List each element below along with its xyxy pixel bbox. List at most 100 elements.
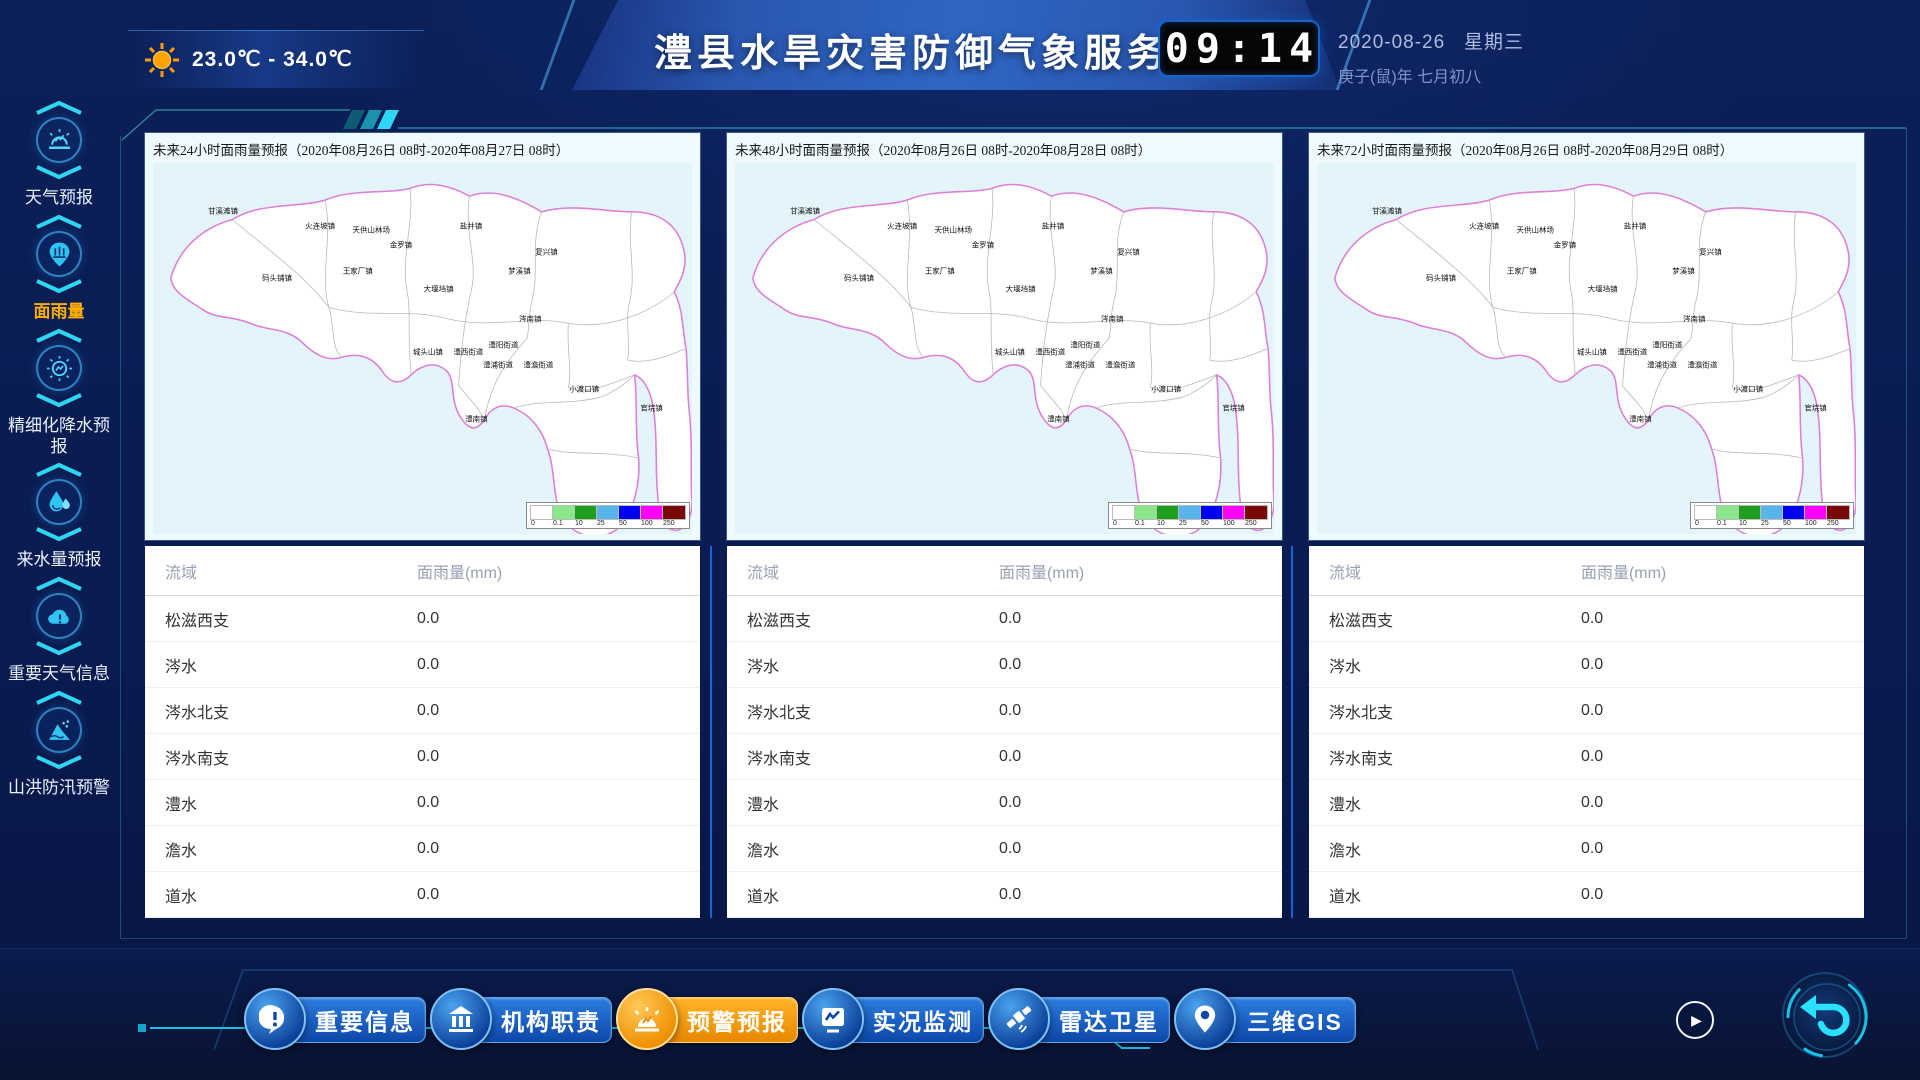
map-town-label: 城头山镇 xyxy=(412,347,443,357)
legend-tick: 50 xyxy=(1783,520,1791,527)
legend-swatch xyxy=(1804,505,1828,520)
sidebar-item-areal-rainfall[interactable]: 面雨量 xyxy=(3,214,115,328)
map-town-label: 澧澹街道 xyxy=(1687,360,1718,370)
legend-tick: 0.1 xyxy=(1135,520,1145,527)
rainfall-map: 甘溪滩镇 火连坡镇 天供山林场 金罗镇 盐井镇 复兴镇 码头铺镇 王家厂镇 大堰垱镇 梦溪镇 涔南镇… xyxy=(1317,163,1856,534)
important-weather-icon xyxy=(47,609,69,624)
legend-swatch xyxy=(596,505,620,520)
legend-swatch xyxy=(1760,505,1784,520)
legend-swatch xyxy=(1222,505,1246,520)
legend-swatch xyxy=(662,505,686,520)
forecast-panel-48h: 未来48小时面雨量预报（2020年08月26日 08时-2020年08月28日 … xyxy=(727,133,1282,918)
legend-tick: 0.1 xyxy=(1717,520,1727,527)
map-town-label: 码头铺镇 xyxy=(261,273,292,283)
table-row: 涔水南支 0.0 xyxy=(1309,734,1864,780)
map-town-label: 小渡口镇 xyxy=(1733,384,1764,394)
rainfall-map: 甘溪滩镇 火连坡镇 天供山林场 金罗镇 盐井镇 复兴镇 码头铺镇 王家厂镇 大堰垱镇 梦溪镇 涔南镇… xyxy=(735,163,1274,534)
table-row: 涔水 0.0 xyxy=(727,642,1282,688)
map-town-label: 金罗镇 xyxy=(389,240,413,250)
table-row: 澹水 0.0 xyxy=(145,826,700,872)
radar-satellite-icon xyxy=(1006,1006,1032,1033)
legend-swatch xyxy=(1738,505,1762,520)
table-row: 道水 0.0 xyxy=(145,872,700,918)
sidebar-item-flash-flood-warning[interactable]: 山洪防汛预警 xyxy=(3,690,115,804)
table-row: 澹水 0.0 xyxy=(727,826,1282,872)
nav-button-live-monitoring[interactable]: 实况监测 xyxy=(802,988,984,1050)
legend-tick: 10 xyxy=(1739,520,1747,527)
map-town-label: 澧阳街道 xyxy=(1070,340,1101,350)
legend-tick: 10 xyxy=(1157,520,1165,527)
forecast-panel-24h: 未来24小时面雨量预报（2020年08月26日 08时-2020年08月27日 … xyxy=(145,133,700,918)
legend-swatch xyxy=(1244,505,1268,520)
map-town-label: 澧南镇 xyxy=(465,414,488,424)
legend-swatch xyxy=(1694,505,1718,520)
map-town-label: 涔南镇 xyxy=(1101,314,1124,324)
table-row: 松滋西支 0.0 xyxy=(1309,596,1864,642)
legend-swatch xyxy=(1156,505,1180,520)
chevron-down-icon xyxy=(36,755,82,770)
back-button[interactable] xyxy=(1782,972,1868,1058)
map-town-label: 涔南镇 xyxy=(519,314,542,324)
panel-divider-line xyxy=(1291,546,1293,918)
legend-tick: 25 xyxy=(1179,520,1187,527)
sidebar-item-weather-forecast[interactable]: 天气预报 xyxy=(3,100,115,214)
page-title: 澧县水旱灾害防御气象服务系统 xyxy=(653,33,1256,75)
map-town-label: 小渡口镇 xyxy=(1151,384,1182,394)
map-town-label: 天供山林场 xyxy=(352,225,391,235)
institution-duty-icon xyxy=(449,1006,473,1032)
map-town-label: 澧澹街道 xyxy=(1105,360,1136,370)
column-header-rainfall: 面雨量(mm) xyxy=(416,564,503,582)
map-town-label: 复兴镇 xyxy=(535,247,558,257)
column-header-rainfall: 面雨量(mm) xyxy=(998,564,1085,582)
nav-button-radar-satellite[interactable]: 雷达卫星 xyxy=(988,988,1170,1050)
legend-swatch xyxy=(1200,505,1224,520)
nav-button-institution-duty[interactable]: 机构职责 xyxy=(430,988,612,1050)
map-town-label: 大堰垱镇 xyxy=(1587,284,1618,294)
sidebar-item-important-weather[interactable]: 重要天气信息 xyxy=(3,576,115,690)
map-town-label: 天供山林场 xyxy=(1516,225,1555,235)
panel-title: 未来72小时面雨量预报（2020年08月26日 08时-2020年08月29日 … xyxy=(1317,143,1734,158)
rain-scale-legend: 0 0.1 10 25 50 100 250 xyxy=(526,502,690,529)
back-undo-icon xyxy=(1786,976,1868,1058)
lunar-date: 庚子(鼠)年 七月初八 xyxy=(1338,69,1482,86)
sun-icon xyxy=(145,42,179,77)
legend-swatch xyxy=(574,505,598,520)
sidebar-item-inflow-forecast[interactable]: 来水量预报 xyxy=(3,462,115,576)
temperature-display: 23.0℃ - 34.0℃ xyxy=(128,30,424,88)
sidebar-item-refined-precipitation[interactable]: 精细化降水预报 xyxy=(3,328,115,462)
table-row: 涔水北支 0.0 xyxy=(145,688,700,734)
legend-tick: 0 xyxy=(1695,520,1699,527)
chevron-down-icon xyxy=(36,165,82,180)
map-town-label: 火连坡镇 xyxy=(887,221,918,231)
table-row: 涔水北支 0.0 xyxy=(1309,688,1864,734)
map-town-label: 复兴镇 xyxy=(1699,247,1722,257)
table-row: 涔水南支 0.0 xyxy=(145,734,700,780)
map-town-label: 大堰垱镇 xyxy=(423,284,454,294)
map-town-label: 金罗镇 xyxy=(1553,240,1577,250)
date-display: 2020-08-26 星期三 庚子(鼠)年 七月初八 xyxy=(1338,27,1538,87)
legend-swatch xyxy=(618,505,642,520)
chevron-up-icon xyxy=(36,214,82,229)
table-header-row: 流域 面雨量(mm) xyxy=(727,546,1282,596)
basin-rainfall-table: 流域 面雨量(mm) 松滋西支 0.0 涔水 0.0 涔水北支 0.0 涔水南支 0.0 澧水 0… xyxy=(145,546,700,918)
important-info-icon xyxy=(259,1005,285,1034)
nav-button-important-info[interactable]: 重要信息 xyxy=(244,988,426,1050)
map-town-label: 澧西街道 xyxy=(453,347,484,357)
panel-title: 未来24小时面雨量预报（2020年08月26日 08时-2020年08月27日 … xyxy=(153,143,570,158)
legend-tick: 100 xyxy=(1223,520,1235,527)
legend-tick: 250 xyxy=(1827,520,1839,527)
legend-tick: 250 xyxy=(663,520,675,527)
nav-button-warning-forecast[interactable]: 预警预报 xyxy=(616,988,798,1050)
frame-right-line xyxy=(1906,128,1907,938)
date-text: 2020-08-26 xyxy=(1338,32,1446,53)
nav-button-3d-gis[interactable]: 三维GIS xyxy=(1174,988,1356,1050)
warning-forecast-icon xyxy=(634,1007,660,1032)
map-town-label: 澧阳街道 xyxy=(1652,340,1683,350)
weekday-text: 星期三 xyxy=(1464,32,1525,53)
sidebar-item-label: 重要天气信息 xyxy=(8,664,110,683)
play-button[interactable]: ▶ xyxy=(1676,1001,1714,1039)
table-row: 松滋西支 0.0 xyxy=(727,596,1282,642)
map-town-label: 澧澹街道 xyxy=(523,360,554,370)
map-town-label: 盐井镇 xyxy=(459,221,483,231)
panel-divider-line xyxy=(710,546,712,918)
